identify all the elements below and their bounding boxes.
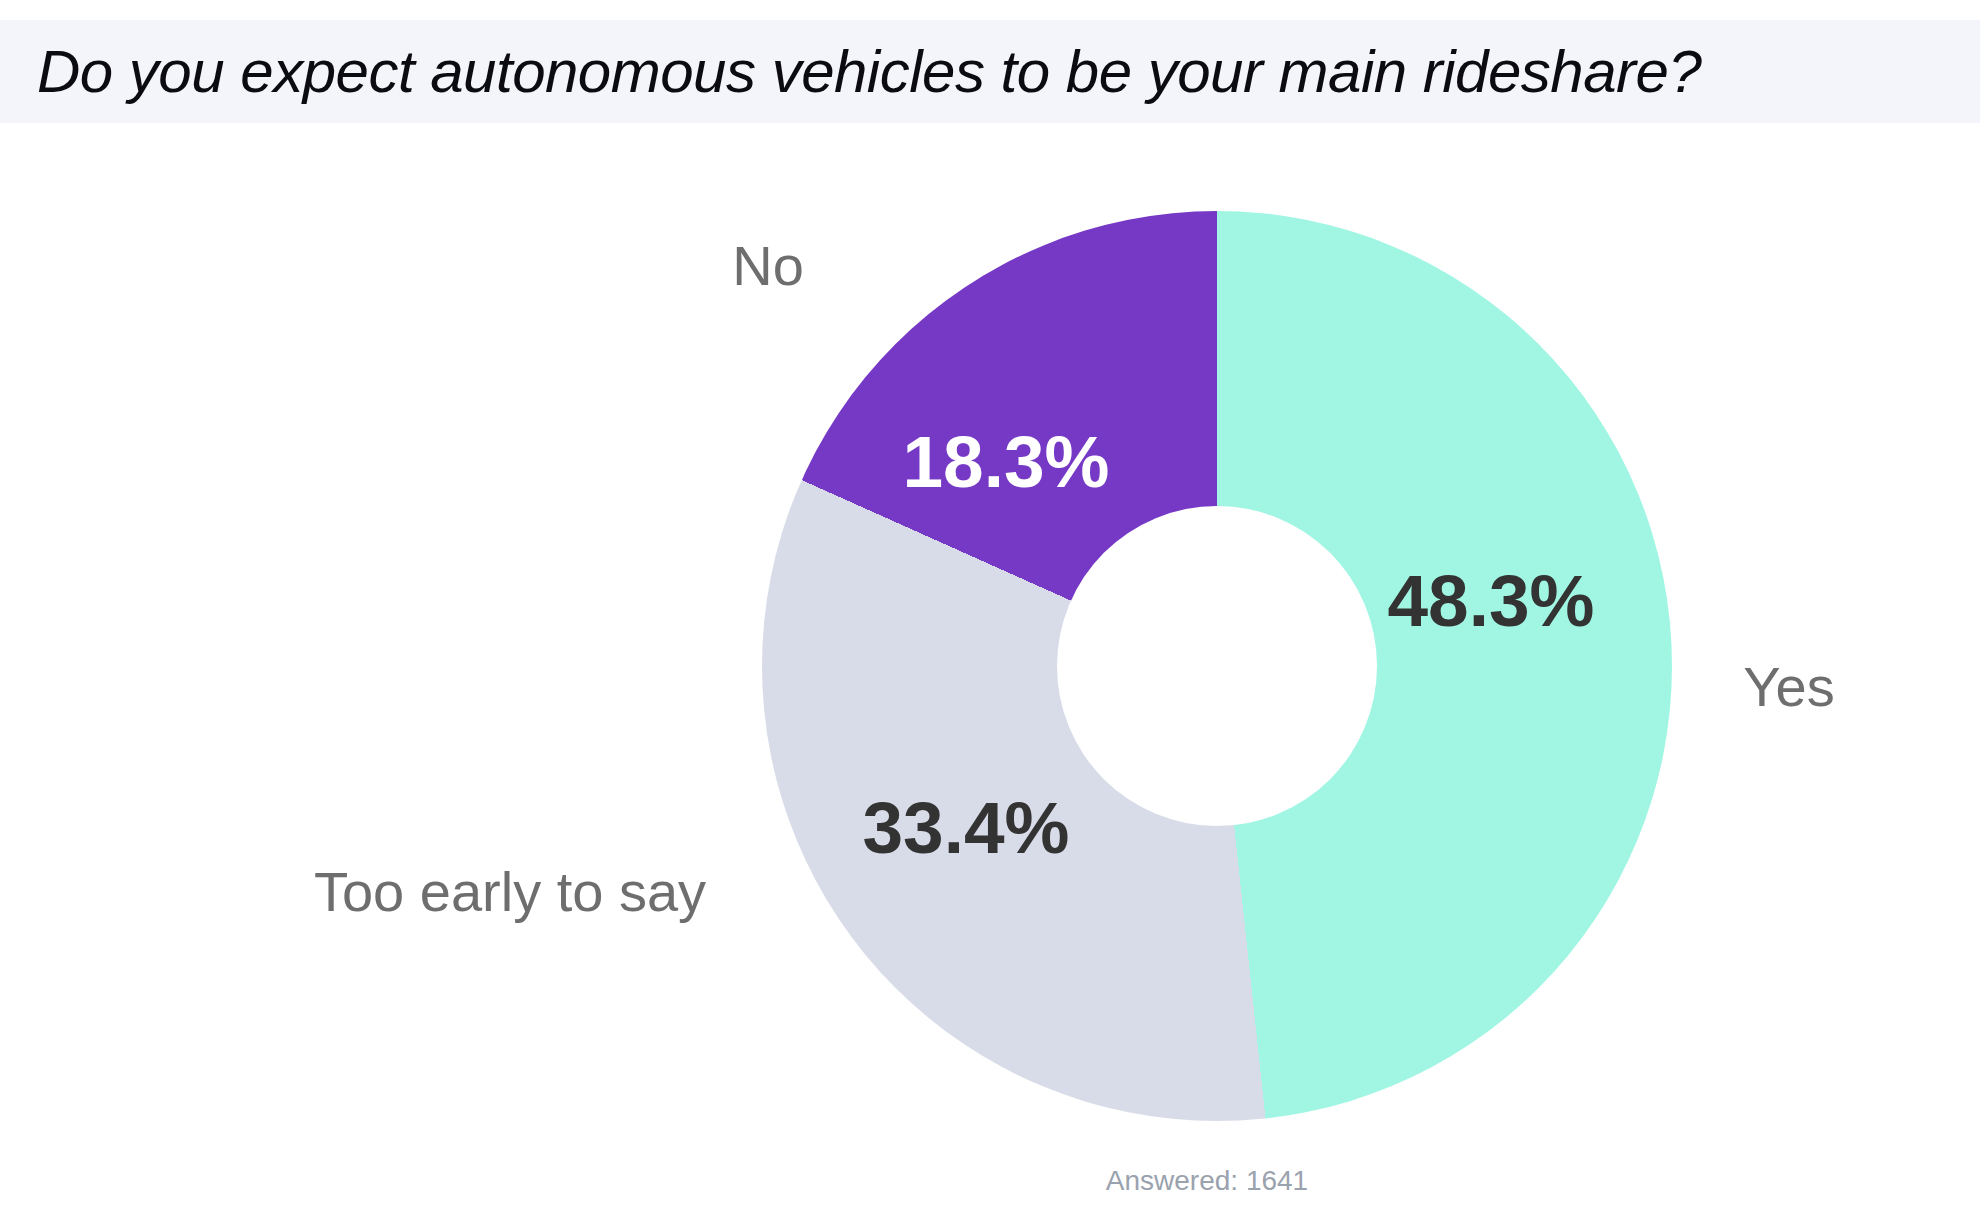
slice-value-label-yes: 48.3%: [1388, 559, 1595, 642]
category-label-yes: Yes: [1743, 654, 1834, 719]
title-banner: Do you expect autonomous vehicles to be …: [0, 20, 1980, 123]
survey-chart-page: Do you expect autonomous vehicles to be …: [0, 0, 1980, 1224]
answered-count: Answered: 1641: [1106, 1165, 1308, 1197]
category-label-no: No: [732, 233, 804, 298]
slice-value-label-no: 18.3%: [903, 420, 1110, 503]
category-label-too-early: Too early to say: [314, 859, 706, 924]
donut-hole: [1057, 506, 1377, 826]
page-title: Do you expect autonomous vehicles to be …: [37, 37, 1701, 106]
slice-value-label-too-early: 33.4%: [863, 786, 1070, 869]
